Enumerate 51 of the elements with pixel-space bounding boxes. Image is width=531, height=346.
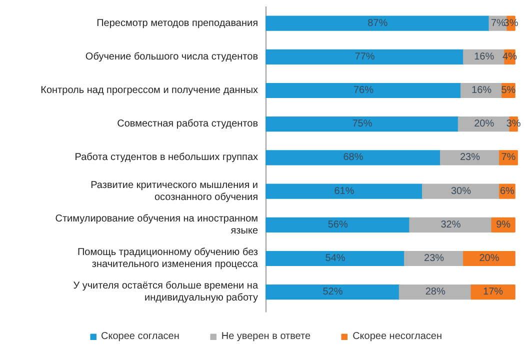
- bar: [266, 217, 410, 232]
- bar: [266, 16, 490, 31]
- y-tick-label: Стимулирование обучения на иностранном языке: [55, 213, 258, 236]
- legend-label: Не уверен в ответе: [221, 331, 311, 342]
- y-tick-label: Совместная работа студентов: [117, 118, 258, 130]
- y-tick-label: У учителя остаётся больше времени на индивидуальную работу: [73, 280, 258, 304]
- y-tick-label: Помощь традиционному обучению без значительного изменения процесса: [77, 246, 258, 270]
- bar: [463, 250, 516, 266]
- data-label: 16%: [474, 51, 494, 62]
- bar: [266, 49, 464, 64]
- data-label: 30%: [450, 186, 472, 197]
- bar: [440, 150, 500, 166]
- y-tick-label: Развитие критического мышления и осознанного обучения: [90, 180, 258, 203]
- data-label: 76%: [353, 85, 374, 96]
- legend-label: Скорее несогласен: [352, 331, 442, 342]
- data-label: 75%: [352, 118, 372, 130]
- data-label: 87%: [368, 18, 388, 29]
- legend-label: Скорее согласен: [101, 331, 180, 342]
- data-label: 28%: [425, 286, 446, 298]
- bar: [266, 284, 400, 300]
- bar: [398, 284, 472, 300]
- data-label: 20%: [474, 118, 494, 130]
- data-label: 54%: [325, 253, 346, 264]
- bar: [409, 217, 492, 232]
- data-label: 9%: [496, 219, 511, 230]
- y-tick-label: Контроль над прогрессом и получение данных: [40, 85, 258, 96]
- y-tick-label: Работа студентов в небольших группах: [74, 152, 258, 164]
- data-label: 17%: [483, 286, 504, 298]
- bar: [266, 184, 424, 199]
- data-label: 23%: [460, 152, 480, 164]
- data-label: 23%: [424, 253, 444, 264]
- data-label: 56%: [328, 219, 348, 230]
- data-label: 16%: [472, 85, 492, 96]
- data-label: 5%: [501, 85, 516, 96]
- data-label: 68%: [343, 152, 364, 164]
- data-label: 61%: [334, 186, 354, 197]
- data-label: 7%: [490, 18, 506, 29]
- bar: [266, 116, 459, 132]
- bar: [422, 184, 500, 199]
- y-tick-label: Обучение большого числа студентов: [85, 51, 258, 62]
- data-label: 77%: [354, 51, 375, 62]
- bar: [266, 82, 462, 98]
- bar: [266, 250, 406, 266]
- data-label: 7%: [501, 152, 516, 164]
- y-tick-label: Пересмотр методов преподавания: [96, 18, 258, 29]
- data-label: 6%: [500, 186, 515, 197]
- data-label: 20%: [479, 253, 500, 264]
- data-label: 32%: [440, 219, 461, 230]
- bar: [266, 150, 441, 166]
- bar: [470, 284, 516, 300]
- data-label: 52%: [322, 286, 343, 298]
